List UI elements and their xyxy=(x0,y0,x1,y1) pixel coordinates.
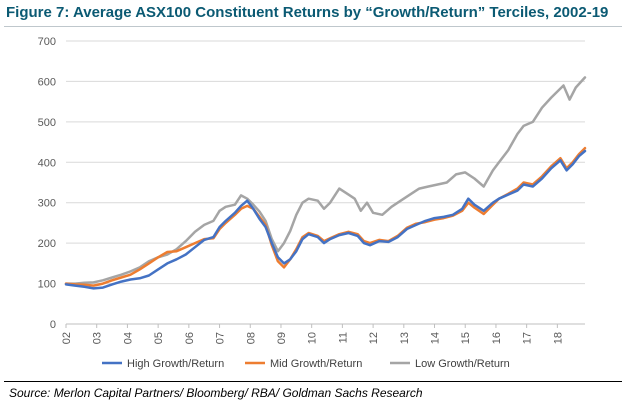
figure-title: Figure 7: Average ASX100 Constituent Ret… xyxy=(6,4,609,21)
x-tick-label: 14 xyxy=(430,332,442,344)
axis-layer: 0 100 200 300 400 500 600 700 02 03 04 05 06 07 08 09 10… xyxy=(38,36,585,344)
x-tick-label: 13 xyxy=(399,332,411,344)
series-layer xyxy=(64,76,587,290)
x-tick-label: 15 xyxy=(460,332,472,344)
x-tick-label: 08 xyxy=(245,332,257,344)
x-tick-label: 10 xyxy=(307,332,319,344)
legend-label: Low Growth/Return xyxy=(415,358,510,370)
series-line-high-growth-return xyxy=(64,149,587,290)
y-tick-label: 600 xyxy=(38,76,56,88)
x-tick-label: 03 xyxy=(92,332,104,344)
x-tick-label: 02 xyxy=(61,332,73,344)
x-tick-label: 07 xyxy=(215,332,227,344)
y-tick-label: 100 xyxy=(38,279,56,291)
grid-layer xyxy=(66,40,585,285)
line-chart: 0 100 200 300 400 500 600 700 02 03 04 05 06 07 08 09 10… xyxy=(38,36,587,370)
x-tick-label: 11 xyxy=(337,332,349,343)
x-tick-label: 16 xyxy=(491,332,503,344)
y-tick-label: 400 xyxy=(38,157,56,169)
x-tick-label: 12 xyxy=(368,332,380,344)
x-tick-label: 04 xyxy=(122,332,134,344)
x-tick-label: 09 xyxy=(276,332,288,344)
x-tick-label: 17 xyxy=(522,332,534,344)
x-tick-label: 18 xyxy=(552,332,564,344)
legend-label: High Growth/Return xyxy=(127,358,224,370)
legend-layer: High Growth/Return Mid Growth/Return Low G… xyxy=(102,358,510,370)
y-tick-label: 500 xyxy=(38,117,56,129)
x-tick-label: 05 xyxy=(153,332,165,344)
source-divider xyxy=(4,381,622,382)
y-tick-label: 0 xyxy=(50,319,56,331)
series-line-low-growth-return xyxy=(64,76,587,285)
y-tick-label: 700 xyxy=(38,36,56,48)
legend-label: Mid Growth/Return xyxy=(270,358,362,370)
source-note: Source: Merlon Capital Partners/ Bloombe… xyxy=(9,386,423,400)
title-divider xyxy=(4,26,622,27)
y-tick-label: 300 xyxy=(38,198,56,210)
y-tick-label: 200 xyxy=(38,238,56,250)
chart-area: 0 100 200 300 400 500 600 700 02 03 04 05 06 07 08 09 10… xyxy=(0,28,633,374)
x-tick-label: 06 xyxy=(184,332,196,344)
